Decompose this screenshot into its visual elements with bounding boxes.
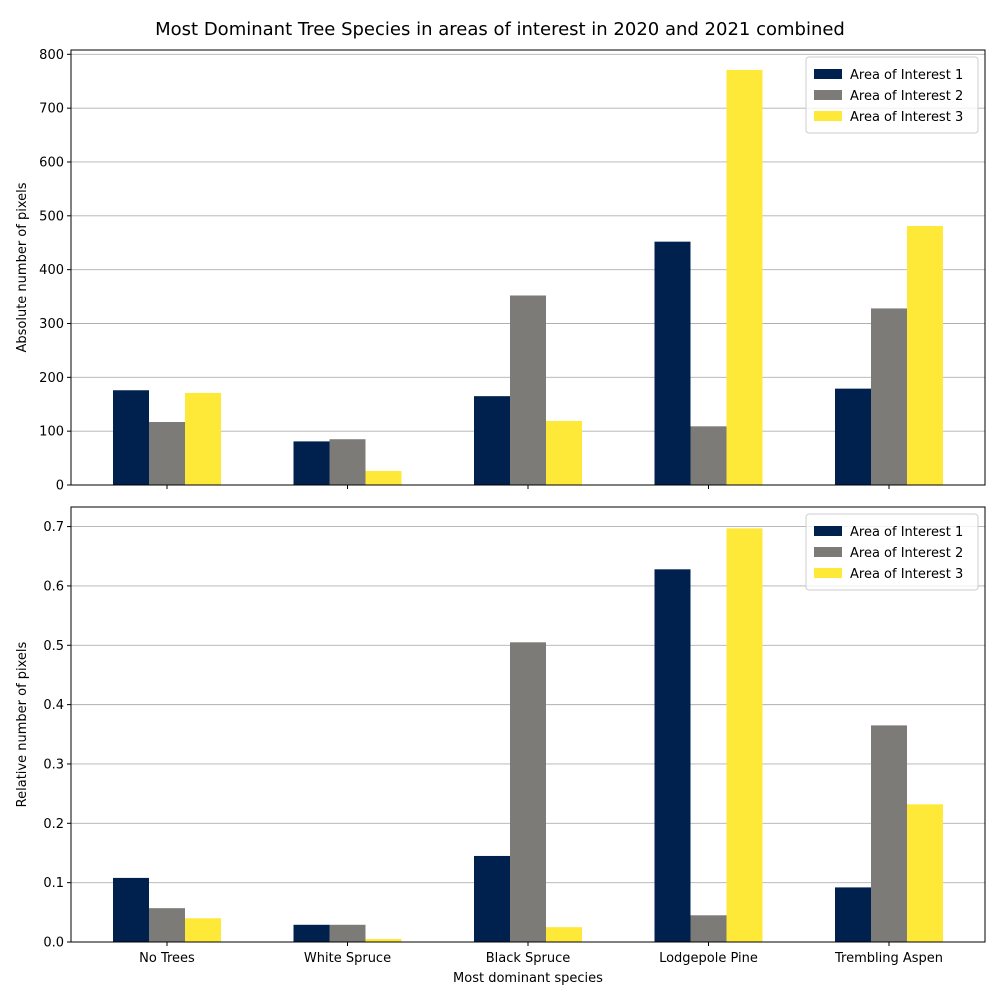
legend-swatch bbox=[814, 69, 842, 79]
bar-no-trees-series-3 bbox=[185, 918, 221, 942]
bar-no-trees-series-2 bbox=[149, 908, 185, 942]
y-tick-label: 0.6 bbox=[43, 579, 64, 594]
bar-lodgepole-pine-series-3 bbox=[726, 69, 763, 485]
legend-swatch bbox=[814, 547, 842, 557]
bar-white-spruce-series-3 bbox=[365, 939, 402, 942]
legend-swatch bbox=[814, 568, 842, 578]
y-tick-label: 500 bbox=[39, 209, 64, 224]
legend-label: Area of Interest 2 bbox=[850, 89, 963, 104]
y-tick-label: 400 bbox=[39, 263, 64, 278]
figure-title: Most Dominant Tree Species in areas of i… bbox=[155, 19, 845, 40]
bar-no-trees-series-2 bbox=[149, 422, 185, 485]
bar-white-spruce-series-2 bbox=[329, 439, 366, 485]
legend: Area of Interest 1 Area of Interest 2 Area… bbox=[805, 56, 979, 134]
legend-label: Area of Interest 3 bbox=[850, 567, 963, 582]
y-tick-label: 0.1 bbox=[43, 876, 64, 891]
x-tick-label: Trembling Aspen bbox=[834, 951, 943, 966]
y-tick-label: 0.7 bbox=[43, 520, 64, 535]
y-ticks: 0 100 200 300 400 500 600 700 800 bbox=[39, 48, 71, 494]
bars bbox=[113, 528, 943, 942]
bar-trembling-aspen-series-3 bbox=[907, 804, 943, 942]
x-tick-label: White Spruce bbox=[304, 951, 391, 966]
legend-swatch bbox=[814, 526, 842, 536]
bars bbox=[113, 69, 943, 486]
x-tick-label: Black Spruce bbox=[486, 951, 571, 966]
bar-no-trees-series-1 bbox=[113, 390, 149, 485]
y-tick-label: 600 bbox=[39, 155, 64, 170]
bar-trembling-aspen-series-1 bbox=[835, 887, 871, 942]
y-tick-label: 0 bbox=[56, 479, 64, 494]
panel-relative: 0.0 0.1 0.2 0.3 0.4 0.5 0.6 0.7 No Trees White Sp… bbox=[15, 506, 986, 986]
legend-box bbox=[805, 513, 979, 591]
bar-white-spruce-series-1 bbox=[293, 924, 330, 942]
bar-black-spruce-series-3 bbox=[546, 420, 582, 485]
legend: Area of Interest 1 Area of Interest 2 Area… bbox=[805, 513, 979, 591]
bar-lodgepole-pine-series-3 bbox=[726, 528, 763, 942]
bar-lodgepole-pine-series-1 bbox=[654, 569, 691, 942]
bar-lodgepole-pine-series-2 bbox=[690, 426, 727, 485]
bar-trembling-aspen-series-2 bbox=[871, 308, 907, 485]
x-ticks bbox=[166, 485, 890, 489]
bar-lodgepole-pine-series-2 bbox=[690, 915, 727, 942]
y-tick-label: 300 bbox=[39, 317, 64, 332]
bar-trembling-aspen-series-1 bbox=[835, 388, 871, 485]
y-axis-label: Absolute number of pixels bbox=[15, 182, 30, 352]
bar-trembling-aspen-series-2 bbox=[871, 725, 907, 942]
bar-black-spruce-series-2 bbox=[510, 642, 546, 942]
x-tick-label: Lodgepole Pine bbox=[659, 951, 758, 966]
bar-white-spruce-series-3 bbox=[365, 471, 402, 485]
legend-label: Area of Interest 3 bbox=[850, 110, 963, 125]
bar-black-spruce-series-1 bbox=[474, 855, 510, 942]
y-tick-label: 100 bbox=[39, 425, 64, 440]
y-tick-label: 0.3 bbox=[43, 757, 64, 772]
bar-white-spruce-series-2 bbox=[329, 924, 366, 942]
bar-no-trees-series-3 bbox=[185, 392, 221, 485]
y-tick-label: 0.0 bbox=[43, 936, 64, 951]
x-axis-label: Most dominant species bbox=[453, 971, 603, 986]
x-ticks: No Trees White Spruce Black Spruce Lodgepol… bbox=[139, 942, 943, 966]
legend-label: Area of Interest 2 bbox=[850, 546, 963, 561]
legend-swatch bbox=[814, 90, 842, 100]
legend-swatch bbox=[814, 111, 842, 121]
y-tick-label: 700 bbox=[39, 102, 64, 117]
bar-no-trees-series-1 bbox=[113, 877, 149, 942]
y-tick-label: 0.4 bbox=[43, 698, 64, 713]
y-axis-label: Relative number of pixels bbox=[15, 641, 30, 807]
bar-black-spruce-series-2 bbox=[510, 295, 546, 485]
bar-black-spruce-series-1 bbox=[474, 396, 510, 485]
legend-label: Area of Interest 1 bbox=[850, 525, 963, 540]
y-ticks: 0.0 0.1 0.2 0.3 0.4 0.5 0.6 0.7 bbox=[43, 520, 71, 951]
y-tick-label: 800 bbox=[39, 48, 64, 63]
bar-lodgepole-pine-series-1 bbox=[654, 241, 691, 485]
bar-black-spruce-series-3 bbox=[546, 927, 582, 942]
y-tick-label: 200 bbox=[39, 371, 64, 386]
bar-white-spruce-series-1 bbox=[293, 441, 330, 485]
legend-label: Area of Interest 1 bbox=[850, 68, 963, 83]
x-tick-label: No Trees bbox=[139, 951, 195, 966]
panel-absolute: 0 100 200 300 400 500 600 700 800 Absolute number… bbox=[15, 48, 986, 494]
y-tick-label: 0.2 bbox=[43, 817, 64, 832]
legend-box bbox=[805, 56, 979, 134]
y-tick-label: 0.5 bbox=[43, 639, 64, 654]
bar-trembling-aspen-series-3 bbox=[907, 226, 943, 486]
